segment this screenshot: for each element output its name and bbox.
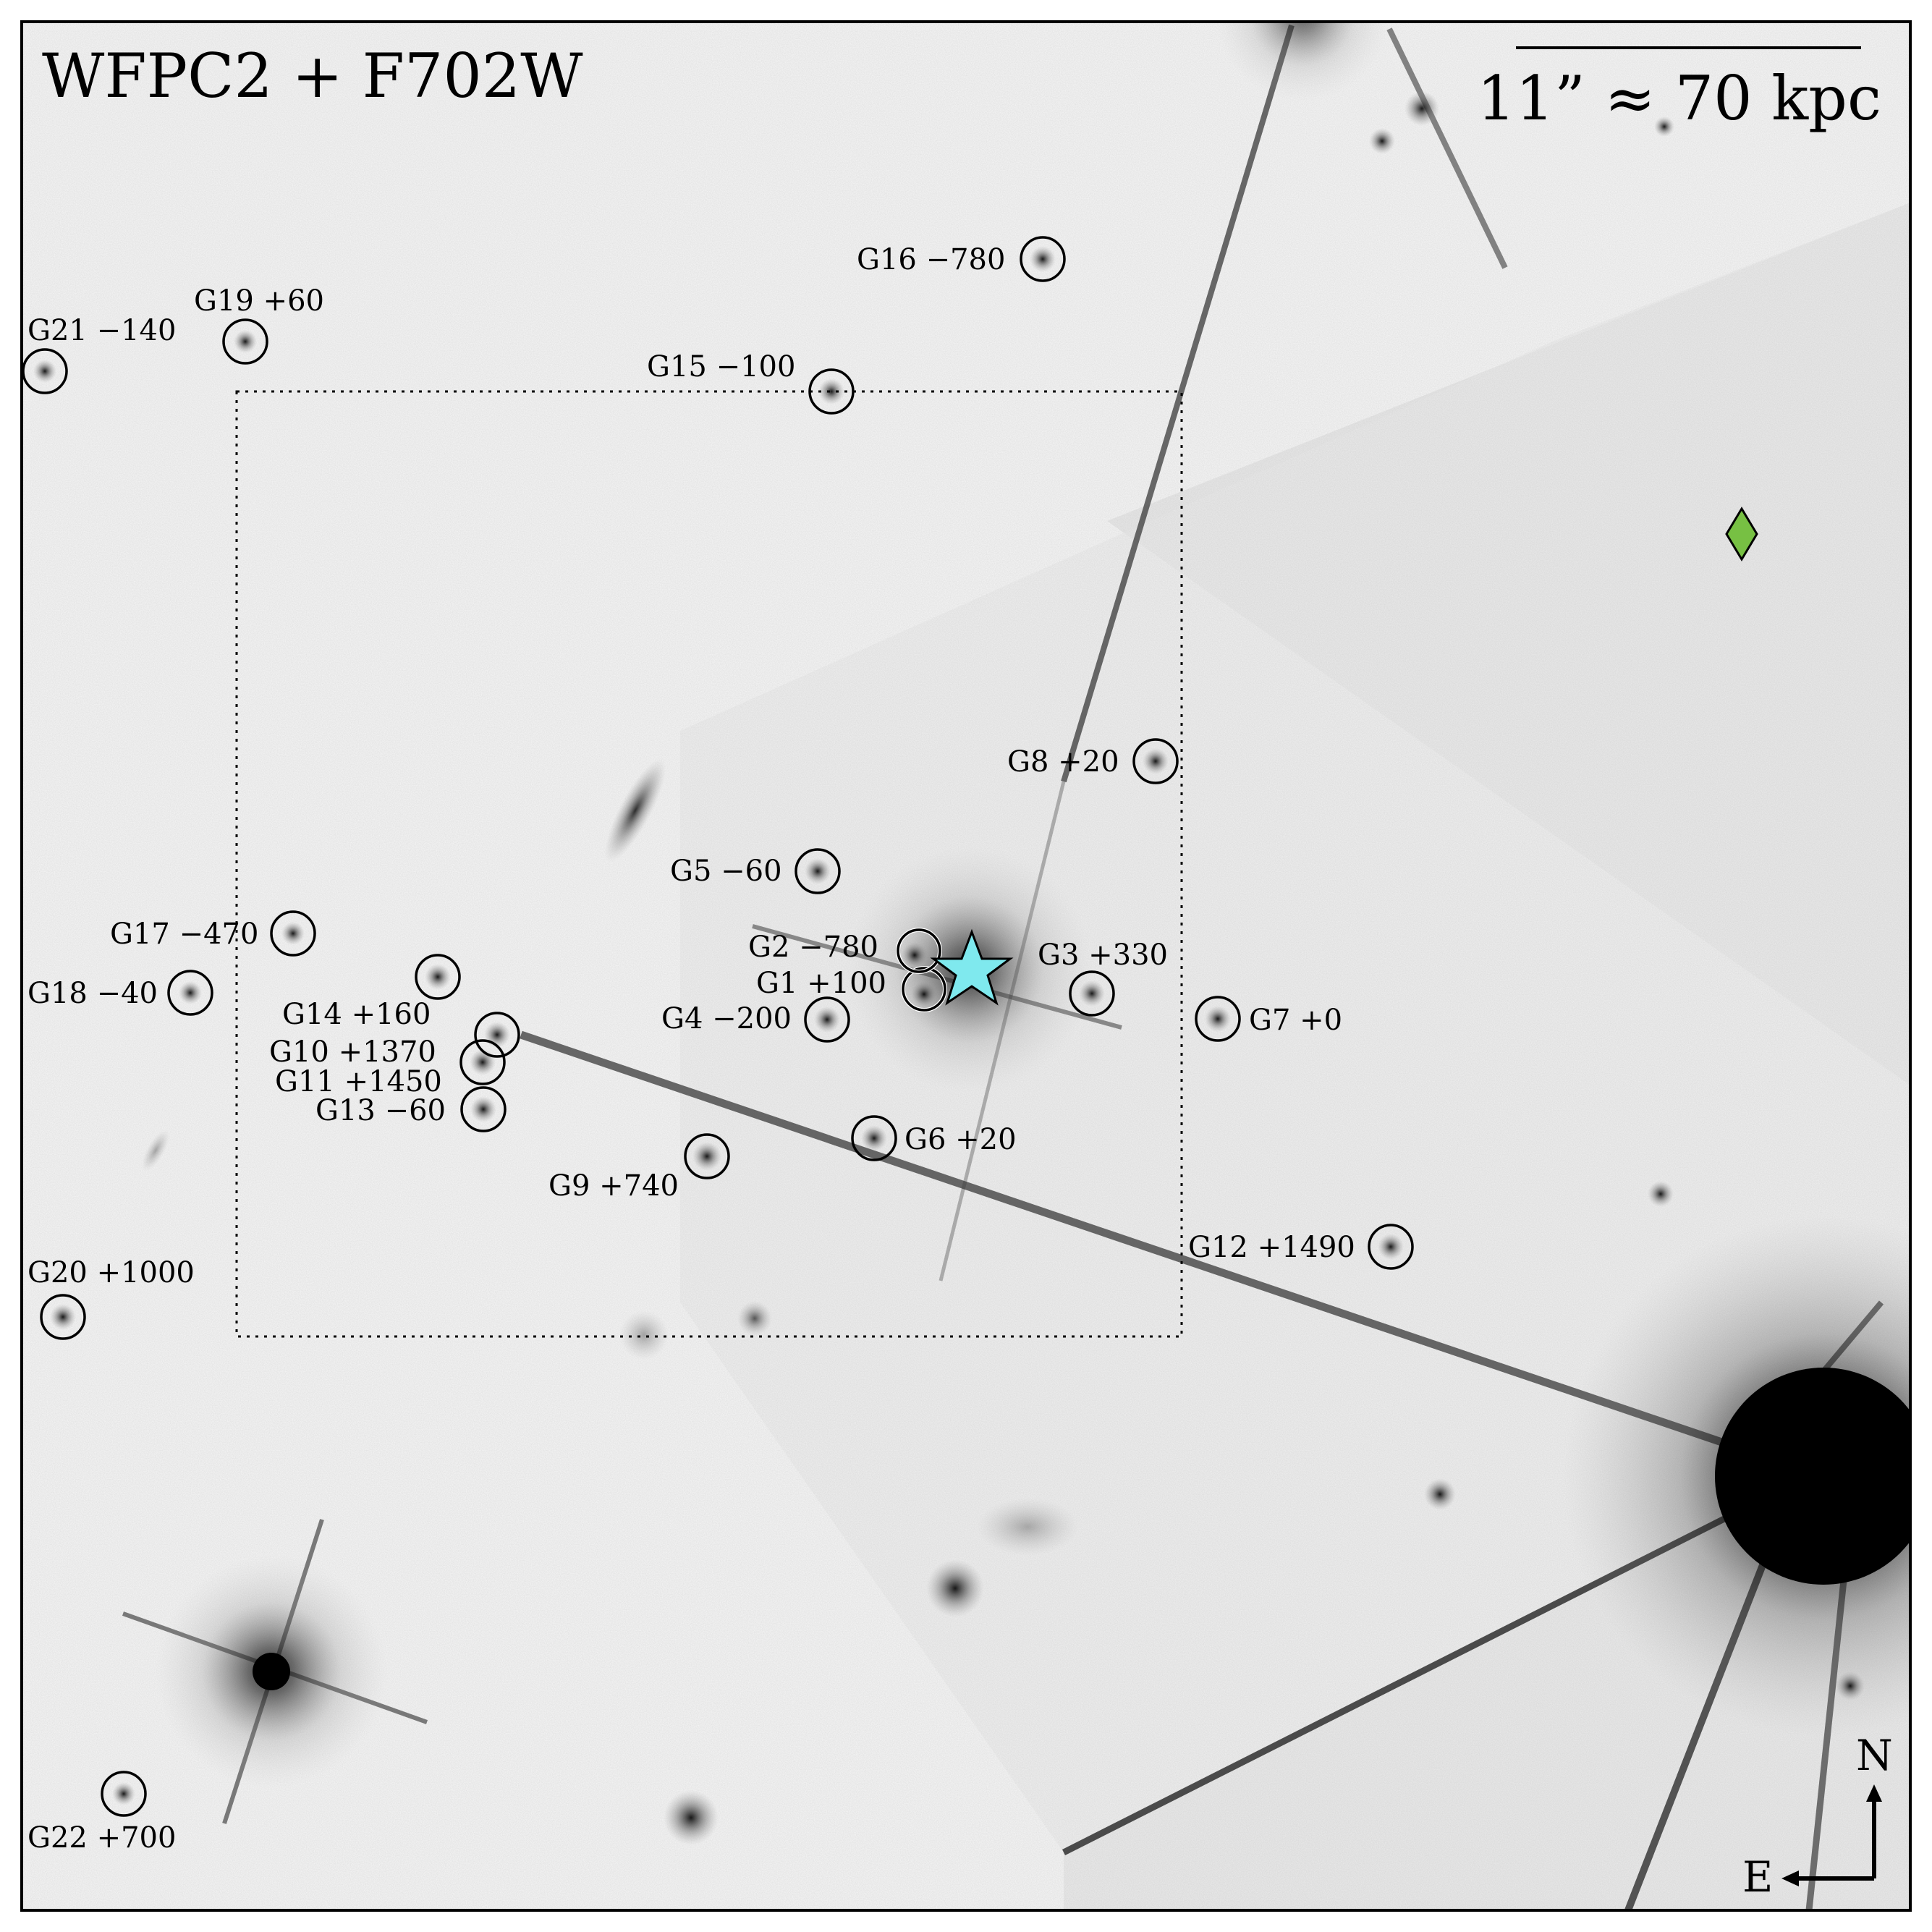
galaxy-label-g9: G9 +740 (548, 1169, 679, 1203)
galaxy-label-g3: G3 +330 (1038, 939, 1168, 972)
galaxy-label-g10: G10 +1370 (269, 1035, 436, 1069)
galaxy-label-g14: G14 +160 (282, 998, 431, 1031)
galaxy-label-g20: G20 +1000 (27, 1256, 195, 1289)
galaxy-label-g12: G12 +1490 (1188, 1231, 1355, 1264)
galaxy-label-g19: G19 +60 (194, 284, 324, 318)
target-star-icon (930, 928, 1014, 1006)
galaxy-label-g13: G13 −60 (315, 1094, 446, 1127)
image-title: WFPC2 + F702W (42, 41, 583, 111)
compass: N E (1742, 1731, 1893, 1902)
image-frame (20, 20, 1912, 1912)
galaxy-label-g22: G22 +700 (27, 1821, 176, 1855)
galaxy-label-g16: G16 −780 (857, 243, 1005, 276)
galaxy-circles (22, 236, 1414, 1817)
galaxy-label-g6: G6 +20 (904, 1123, 1017, 1156)
galaxy-labels: G1 +100 G2 −780 G3 +330 G4 −200 G5 −60 G… (27, 243, 1355, 1855)
galaxy-label-g8: G8 +20 (1007, 745, 1119, 779)
galaxy-label-g4: G4 −200 (661, 1002, 792, 1035)
galaxy-label-g1: G1 +100 (756, 967, 886, 1000)
bright-star-core (1715, 1368, 1910, 1585)
north-arrow-icon (1866, 1784, 1882, 1802)
compass-east-label: E (1742, 1852, 1773, 1902)
diamond-icon (1725, 507, 1758, 562)
galaxy-label-g11: G11 +1450 (275, 1065, 442, 1098)
galaxy-label-g7: G7 +0 (1249, 1004, 1342, 1037)
compass-north-label: N (1856, 1731, 1893, 1780)
galaxy-label-g15: G15 −100 (647, 350, 795, 384)
dotted-field-box (235, 390, 1183, 1338)
scale-bar-label: 11” ≈ 70 kpc (1477, 63, 1881, 134)
galaxy-label-g18: G18 −40 (27, 977, 158, 1010)
east-arrow-icon (1781, 1870, 1799, 1886)
galaxy-label-g5: G5 −60 (670, 855, 782, 888)
galaxy-label-g2: G2 −780 (748, 931, 878, 964)
galaxy-label-g17: G17 −470 (110, 918, 258, 951)
galaxy-label-g21: G21 −140 (27, 314, 176, 347)
